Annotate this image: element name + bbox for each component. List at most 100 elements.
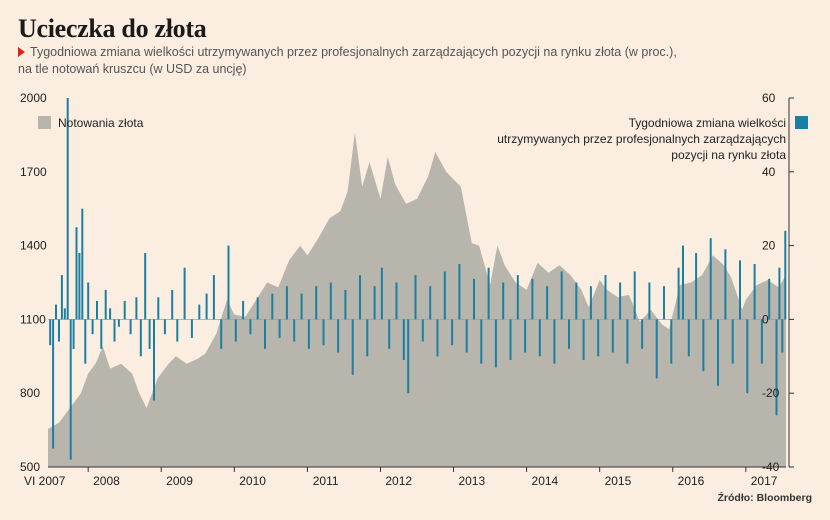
right-tick-label-60: 60 [762, 91, 776, 105]
bar-23 [135, 297, 138, 320]
bar-29 [163, 319, 166, 335]
bar-94 [633, 271, 636, 320]
bar-62 [402, 319, 405, 360]
bar-84 [560, 271, 563, 320]
bar-88 [589, 286, 592, 320]
bar-86 [575, 282, 578, 320]
bar-14 [91, 319, 94, 335]
bar-53 [337, 319, 340, 353]
bar-9 [75, 227, 78, 320]
bar-17 [104, 289, 107, 320]
bar-66 [429, 286, 432, 320]
bar-36 [212, 275, 215, 320]
bar-101 [682, 245, 684, 320]
red-triangle-icon [18, 47, 25, 57]
bar-41 [249, 319, 252, 335]
bar-91 [611, 319, 614, 353]
bar-20 [117, 319, 120, 327]
bar-68 [443, 271, 446, 320]
bar-8 [72, 319, 75, 349]
bar-30 [171, 289, 174, 320]
bar-67 [436, 319, 439, 357]
bar-87 [582, 319, 585, 360]
bar-74 [487, 267, 490, 320]
bar-2 [55, 304, 57, 320]
x-tick-label-5: 2012 [385, 474, 412, 488]
bar-46 [285, 286, 288, 320]
bar-61 [395, 282, 398, 320]
bar-24 [139, 319, 142, 357]
bar-117 [784, 230, 787, 320]
bar-78 [516, 275, 519, 320]
bar-81 [538, 319, 541, 357]
bar-109 [739, 260, 741, 320]
bar-80 [531, 278, 534, 320]
bar-96 [648, 282, 651, 320]
bar-45 [278, 319, 281, 338]
x-tick-label-9: 2016 [678, 474, 705, 488]
bar-102 [687, 319, 690, 357]
bar-15 [96, 300, 98, 320]
bar-76 [502, 282, 505, 320]
bar-113 [768, 278, 771, 320]
bar-58 [373, 286, 376, 320]
bar-35 [205, 293, 208, 320]
bar-26 [148, 319, 151, 349]
legend-label-bars-line-1: Tygodniowa zmiana wielkości [629, 116, 786, 130]
bar-55 [351, 319, 354, 375]
right-tick-label-0: 0 [762, 312, 769, 326]
left-tick-label-1100: 1100 [20, 312, 46, 326]
bar-111 [753, 264, 756, 320]
bar-114 [775, 319, 778, 416]
bar-116 [781, 319, 784, 353]
bar-16 [100, 319, 103, 349]
bar-56 [359, 275, 361, 320]
bar-107 [724, 249, 727, 320]
bar-7 [69, 319, 72, 460]
bar-32 [183, 267, 186, 320]
bar-115 [778, 267, 781, 320]
x-tick-label-1: 2008 [93, 474, 120, 488]
bar-99 [670, 319, 673, 364]
bar-50 [315, 286, 318, 320]
bar-60 [388, 319, 391, 349]
bar-82 [546, 286, 549, 320]
x-tick-label-6: 2013 [458, 474, 485, 488]
source-note: Źródło: Bloomberg [717, 492, 813, 504]
left-tick-label-2000: 2000 [20, 91, 47, 105]
left-tick-label-1700: 1700 [20, 165, 47, 179]
left-tick-label-1400: 1400 [20, 239, 47, 253]
right-tick-label--40: -40 [762, 460, 780, 474]
chart-subtitle: Tygodniowa zmiana wielkości utrzymywanyc… [18, 44, 778, 78]
bar-106 [717, 319, 719, 386]
bar-33 [190, 319, 193, 338]
bar-105 [709, 238, 712, 320]
subtitle-line-2: na tle notowań kruszcu (w USD za uncję) [18, 62, 247, 76]
bar-25 [144, 253, 147, 320]
bar-22 [129, 319, 132, 335]
x-tick-label-2: 2009 [166, 474, 193, 488]
bar-42 [256, 297, 259, 320]
bar-75 [494, 319, 497, 368]
bar-97 [655, 319, 658, 379]
bar-54 [344, 289, 347, 320]
bar-90 [604, 275, 607, 320]
legend-swatch-bars [795, 116, 808, 129]
x-tick-label-0: VI 2007 [24, 474, 66, 488]
bar-65 [421, 319, 424, 342]
bar-34 [198, 304, 201, 320]
bar-31 [176, 319, 179, 342]
bar-12 [84, 319, 87, 364]
bar-69 [451, 319, 454, 346]
bar-28 [157, 297, 160, 320]
legend-swatch-area [38, 116, 51, 129]
bar-38 [227, 245, 230, 320]
right-tick-label-20: 20 [762, 239, 776, 253]
bar-93 [626, 319, 629, 364]
bar-104 [702, 319, 705, 372]
bar-92 [619, 282, 622, 320]
bar-100 [677, 267, 680, 320]
bar-71 [465, 319, 468, 353]
bar-108 [731, 319, 734, 364]
legend-label-bars-line-3: pozycji na rynku złota [671, 148, 786, 162]
